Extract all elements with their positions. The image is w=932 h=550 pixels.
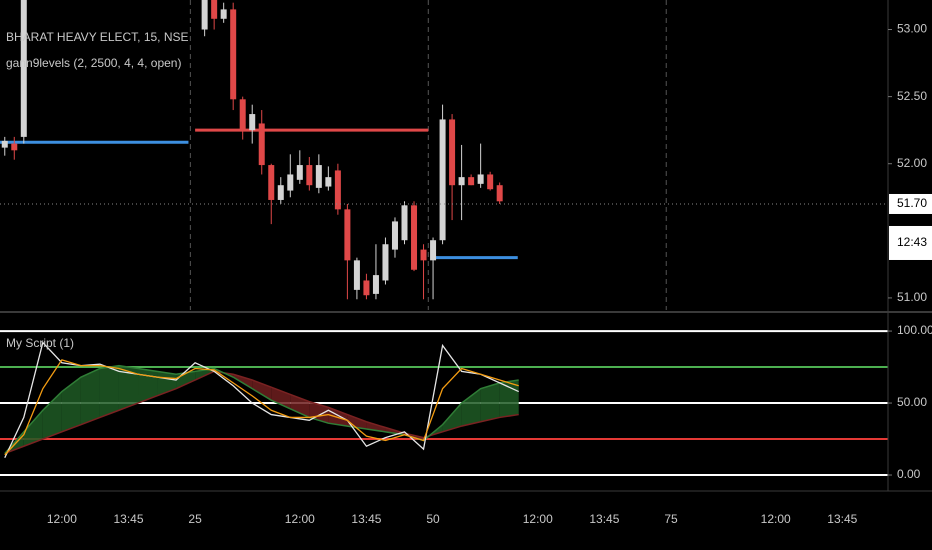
candle-body	[277, 185, 284, 200]
candle-body	[239, 99, 246, 131]
candle-body	[458, 177, 465, 186]
x-tick-label: 12:00	[47, 512, 77, 526]
cloud-fill	[347, 414, 367, 429]
candle-body	[477, 174, 484, 184]
x-tick-label: 75	[664, 512, 678, 526]
y-tick-label: 52.00	[897, 156, 927, 170]
countdown-box	[889, 225, 932, 260]
y-tick-label: 51.00	[897, 290, 927, 304]
candle-body	[315, 165, 322, 188]
cloud-fill	[23, 410, 43, 447]
last-price-box	[889, 193, 932, 214]
axes: 51.00 52.00 52.50 53.00 51.70 12:43 0.00 50.00 1…	[0, 0, 932, 526]
candle-body	[201, 0, 208, 30]
candle-body	[382, 244, 389, 281]
x-tick-label: 12:00	[285, 512, 315, 526]
y-tick-label: 100.00	[897, 323, 932, 337]
y-tick-label: 52.50	[897, 89, 927, 103]
candle-body	[258, 123, 265, 166]
candle-body	[334, 170, 341, 210]
oscillator-title: My Script (1)	[6, 336, 74, 350]
candle-body	[220, 9, 227, 19]
cloud-fill	[480, 382, 500, 422]
oscillator-line	[4, 341, 519, 459]
countdown-label: 12:43	[897, 235, 927, 249]
cloud-fill	[118, 365, 139, 411]
candle-body	[363, 280, 370, 296]
cloud-fill	[99, 365, 119, 418]
x-tick-label: 13:45	[351, 512, 381, 526]
candle-body	[230, 9, 237, 100]
candle-body	[420, 249, 427, 261]
x-tick-label: 25	[188, 512, 202, 526]
cloud-fill	[80, 368, 100, 425]
candle-body	[211, 0, 218, 19]
cloud-fill	[442, 403, 462, 432]
candle-body	[496, 185, 503, 202]
cloud-fill	[271, 387, 291, 409]
candle-body	[325, 177, 332, 187]
last-price-label: 51.70	[897, 196, 927, 210]
candle-body	[344, 209, 351, 261]
x-tick-label: 13:45	[589, 512, 619, 526]
x-tick-label: 50	[426, 512, 440, 526]
candle-body	[430, 240, 437, 261]
chart-title: BHARAT HEAVY ELECT, 15, NSE	[6, 30, 189, 44]
indicator-label: gann9levels (2, 2500, 4, 4, open)	[6, 56, 181, 70]
candle-body	[1, 140, 8, 148]
cloud-fill	[461, 388, 481, 427]
cloud-slow-line	[4, 370, 519, 455]
candle-body	[391, 221, 398, 250]
cloud-fill	[61, 377, 81, 432]
candle-body	[353, 260, 360, 290]
candle-body	[411, 205, 418, 270]
x-tick-label: 12:00	[523, 512, 553, 526]
x-tick-label: 12:00	[761, 512, 791, 526]
candle-body	[487, 174, 494, 190]
candle-body	[449, 119, 456, 186]
cloud-fill	[138, 368, 158, 404]
candle-body	[468, 177, 475, 186]
candle-body	[287, 174, 294, 191]
y-tick-label: 53.00	[897, 22, 927, 36]
candle-body	[401, 205, 408, 241]
x-tick-label: 13:45	[113, 512, 143, 526]
cloud-fill	[252, 380, 272, 401]
price-pane	[0, 0, 888, 310]
cloud-fill	[42, 391, 62, 440]
candle-body	[268, 165, 275, 200]
candle-body	[11, 143, 18, 151]
x-tick-label: 13:45	[827, 512, 857, 526]
candle-body	[372, 275, 379, 294]
cloud-fast-line	[4, 364, 519, 454]
candle-body	[306, 165, 313, 186]
candle-body	[20, 0, 27, 137]
y-tick-label: 0.00	[897, 467, 921, 481]
cloud-fill	[499, 380, 519, 418]
oscillator-line	[4, 359, 519, 456]
oscillator-pane	[0, 330, 888, 477]
candle-body	[249, 114, 256, 131]
candle-body	[296, 165, 303, 180]
candle-body	[439, 119, 446, 241]
y-tick-label: 50.00	[897, 395, 927, 409]
